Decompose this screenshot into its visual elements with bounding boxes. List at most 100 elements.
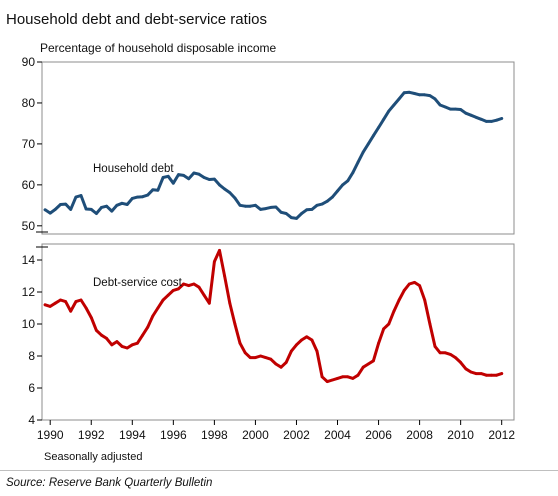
data-point-debt xyxy=(279,210,283,214)
data-point-debt xyxy=(372,134,375,138)
data-point-service xyxy=(192,282,196,286)
data-point-service xyxy=(479,372,483,375)
data-point-debt xyxy=(351,171,355,175)
plot-frame-bottom xyxy=(41,243,515,421)
y-tick-label: 60 xyxy=(22,178,36,192)
data-point-service xyxy=(43,303,47,307)
data-point-service xyxy=(402,289,406,292)
data-point-debt xyxy=(438,103,442,107)
data-point-debt xyxy=(300,212,303,215)
x-tick-label: 1992 xyxy=(78,428,105,442)
data-point-service xyxy=(274,362,278,366)
data-point-debt xyxy=(248,204,252,208)
data-point-debt xyxy=(136,195,139,199)
x-tick-label: 2004 xyxy=(324,428,351,442)
data-point-debt xyxy=(433,97,437,101)
data-point-service xyxy=(59,298,62,302)
data-point-service xyxy=(387,322,391,326)
data-point-service xyxy=(238,341,242,345)
data-point-debt xyxy=(315,203,319,207)
data-point-debt xyxy=(218,183,221,187)
data-point-service xyxy=(449,353,452,356)
y-tick-label: 90 xyxy=(22,55,36,69)
data-point-service xyxy=(79,298,83,302)
data-point-service xyxy=(336,377,339,380)
data-point-debt xyxy=(105,204,108,208)
data-point-service xyxy=(115,340,119,343)
series-line-household-debt xyxy=(43,90,504,220)
data-point-debt xyxy=(151,188,155,192)
data-point-debt xyxy=(325,199,329,203)
data-point-debt xyxy=(254,203,257,207)
data-point-service xyxy=(156,306,160,310)
data-point-service xyxy=(295,343,298,347)
data-point-debt xyxy=(366,142,370,146)
data-point-service xyxy=(300,338,303,342)
data-point-debt xyxy=(341,183,344,187)
data-point-service xyxy=(48,305,52,308)
data-point-service xyxy=(433,345,437,348)
data-point-debt xyxy=(490,120,493,123)
data-point-service xyxy=(361,365,365,369)
data-point-service xyxy=(325,380,329,383)
data-point-debt xyxy=(336,189,339,193)
data-point-service xyxy=(372,359,375,363)
data-point-debt xyxy=(115,203,119,207)
data-point-service xyxy=(305,335,309,339)
x-tick-label: 1996 xyxy=(160,428,187,442)
data-point-debt xyxy=(428,94,432,97)
data-point-debt xyxy=(48,211,52,215)
data-point-service xyxy=(120,345,124,348)
data-point-service xyxy=(382,327,386,331)
data-point-debt xyxy=(130,197,134,200)
data-point-debt xyxy=(156,188,160,192)
data-point-service xyxy=(223,274,227,278)
data-point-service xyxy=(213,260,216,263)
data-point-service xyxy=(243,351,247,355)
plot-frame-top xyxy=(41,61,515,235)
data-point-debt xyxy=(454,107,457,111)
data-point-debt xyxy=(387,109,391,113)
chart-title: Household debt and debt-service ratios xyxy=(6,11,267,28)
data-point-service xyxy=(464,367,468,371)
x-tick-label: 2002 xyxy=(283,428,310,442)
data-point-service xyxy=(284,361,288,364)
x-tick-label: 2000 xyxy=(242,428,269,442)
data-point-debt xyxy=(418,93,421,97)
y-tick-label: 14 xyxy=(22,253,36,267)
x-tick-label: 1998 xyxy=(201,428,228,442)
data-point-service xyxy=(438,351,442,355)
x-tick-label: 1990 xyxy=(37,428,64,442)
data-point-debt xyxy=(295,217,298,220)
data-point-debt xyxy=(289,216,293,220)
data-point-debt xyxy=(397,97,401,101)
data-point-debt xyxy=(305,208,309,212)
data-point-debt xyxy=(238,203,242,207)
y-axis-label: Percentage of household disposable incom… xyxy=(40,41,276,55)
series-label-debt-service-cost: Debt-service cost xyxy=(93,277,183,289)
data-point-service xyxy=(136,341,139,345)
data-point-debt xyxy=(284,212,288,215)
data-point-debt xyxy=(207,178,211,181)
data-point-service xyxy=(341,375,344,379)
data-point-service xyxy=(269,357,273,361)
data-point-service xyxy=(392,309,396,313)
data-point-service xyxy=(218,249,221,252)
data-point-service xyxy=(233,322,237,326)
data-point-debt xyxy=(79,194,83,197)
data-point-service xyxy=(64,300,67,303)
data-point-service xyxy=(474,372,478,375)
data-point-debt xyxy=(269,206,273,209)
y-tick-label: 70 xyxy=(22,137,36,151)
data-point-service xyxy=(100,333,103,337)
data-point-service xyxy=(310,338,314,342)
data-point-service xyxy=(331,378,334,382)
data-point-debt xyxy=(407,90,411,94)
data-point-debt xyxy=(166,174,170,178)
data-point-debt xyxy=(110,209,114,213)
data-point-service xyxy=(484,373,488,377)
data-point-debt xyxy=(202,176,206,179)
data-point-service xyxy=(161,298,165,302)
data-point-service xyxy=(289,349,293,353)
data-point-service xyxy=(366,362,370,366)
